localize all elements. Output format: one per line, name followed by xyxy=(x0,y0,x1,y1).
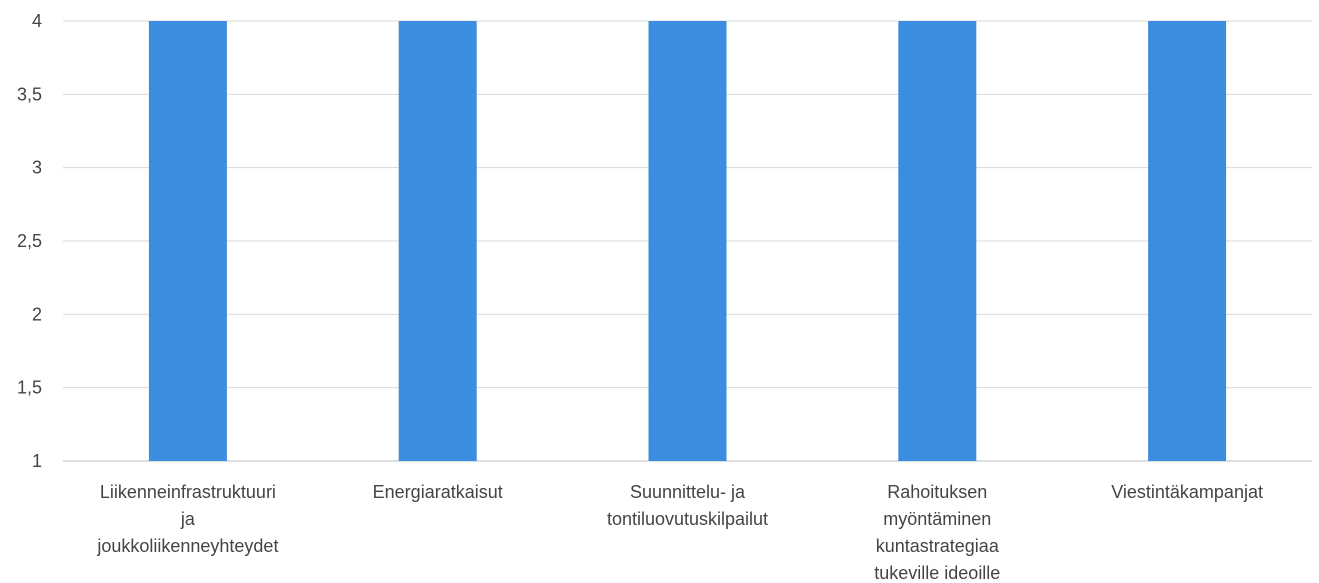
x-category-label: Suunnittelu- ja tontiluovutuskilpailut xyxy=(607,482,768,529)
bar xyxy=(398,21,477,461)
x-axis-category-labels: Liikenneinfrastruktuuri ja joukkoliikenney… xyxy=(96,482,1263,583)
y-tick-label: 3 xyxy=(32,158,42,178)
y-tick-label: 2 xyxy=(32,304,42,324)
y-axis-tick-labels: 1 1,5 2 2,5 3 3,5 4 xyxy=(17,11,42,471)
x-category-label: Viestintäkampanjat xyxy=(1111,482,1263,502)
y-tick-label: 3,5 xyxy=(17,84,42,104)
x-category-label: Liikenneinfrastruktuuri ja joukkoliikenney… xyxy=(96,482,278,556)
bar xyxy=(648,21,727,461)
y-tick-label: 1,5 xyxy=(17,378,42,398)
y-tick-label: 1 xyxy=(32,451,42,471)
bar xyxy=(1148,21,1227,461)
x-category-label: Energiaratkaisut xyxy=(373,482,503,502)
bars xyxy=(148,21,1227,461)
x-category-label: Rahoituksen myöntäminen kuntastrategiaa tuk… xyxy=(874,482,1000,583)
bar xyxy=(898,21,977,461)
bar xyxy=(148,21,227,461)
y-tick-label: 2,5 xyxy=(17,231,42,251)
y-tick-label: 4 xyxy=(32,11,42,31)
